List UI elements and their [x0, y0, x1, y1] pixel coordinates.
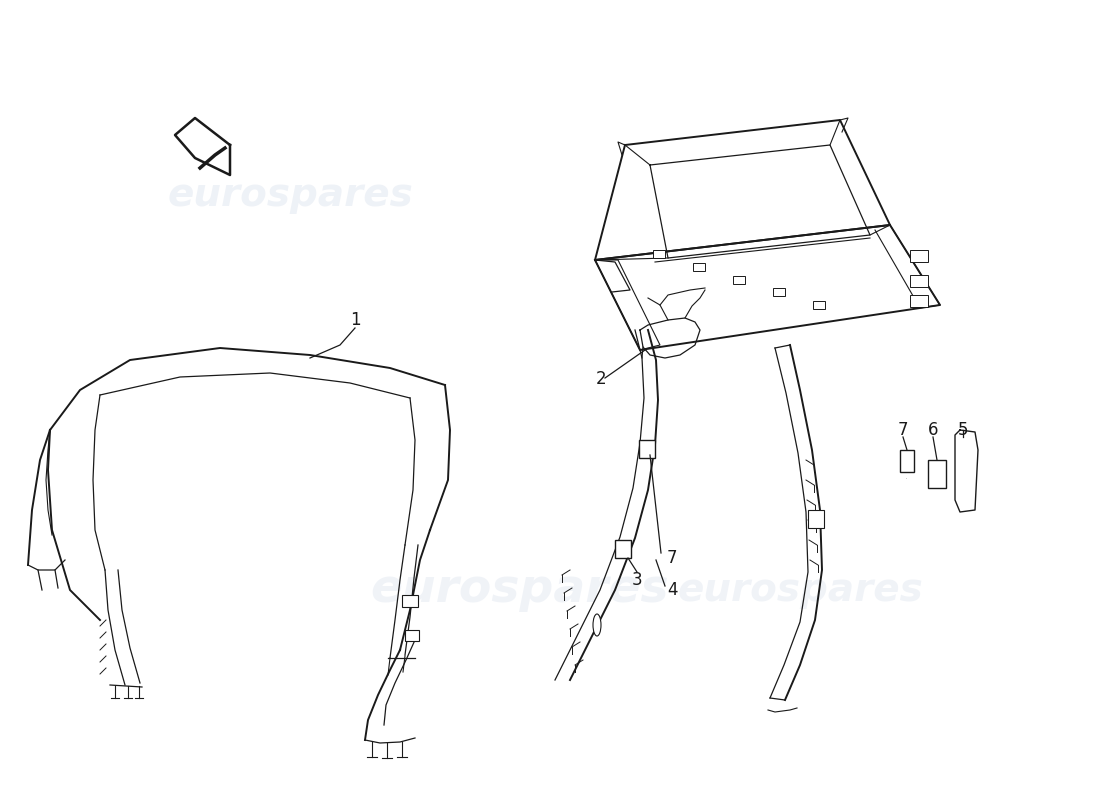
Bar [813, 301, 825, 309]
Text: 7: 7 [898, 421, 909, 439]
Bar [773, 288, 785, 296]
Bar [653, 250, 666, 258]
FancyBboxPatch shape [900, 450, 914, 472]
FancyBboxPatch shape [808, 510, 824, 528]
FancyBboxPatch shape [639, 440, 654, 458]
Bar [733, 276, 745, 284]
FancyBboxPatch shape [928, 460, 946, 488]
Ellipse shape [593, 614, 601, 636]
Bar [693, 263, 705, 271]
Text: 1: 1 [350, 311, 361, 329]
Bar [910, 295, 928, 307]
FancyBboxPatch shape [615, 540, 631, 558]
Bar [910, 250, 928, 262]
FancyBboxPatch shape [402, 595, 418, 607]
Text: 7: 7 [667, 549, 678, 567]
Text: eurospares: eurospares [371, 567, 669, 613]
Text: eurospares: eurospares [678, 571, 923, 609]
FancyBboxPatch shape [405, 630, 419, 641]
Text: 4: 4 [667, 581, 678, 599]
Text: 2: 2 [596, 370, 606, 388]
Text: 3: 3 [631, 571, 642, 589]
Text: 6: 6 [927, 421, 938, 439]
Bar [910, 275, 928, 287]
Text: eurospares: eurospares [167, 176, 412, 214]
Text: 5: 5 [958, 421, 968, 439]
